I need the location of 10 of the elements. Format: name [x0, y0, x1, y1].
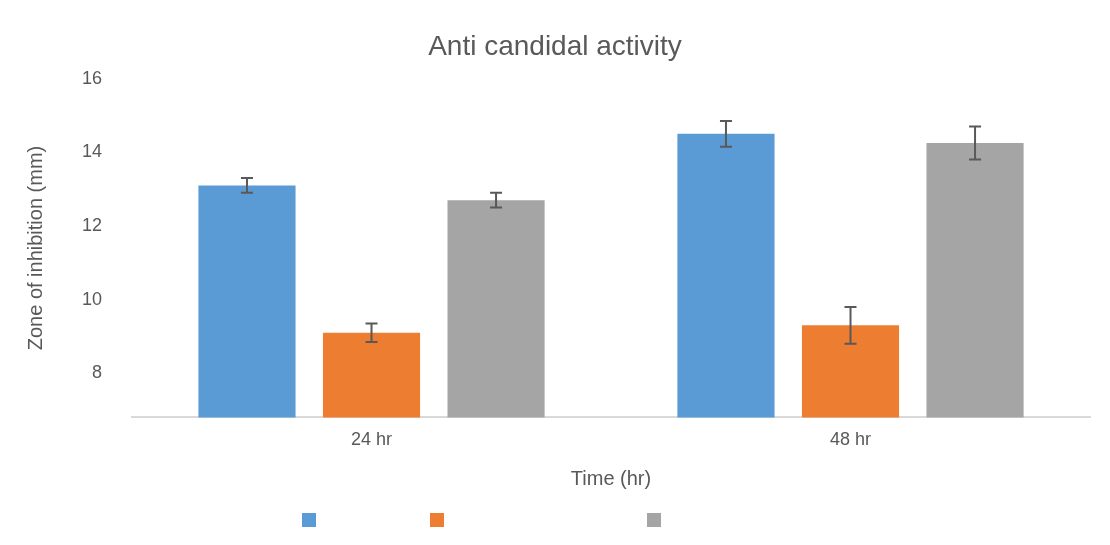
- chart-title: Anti candidal activity: [428, 29, 682, 61]
- y-axis-title: Zone of inhibition (mm): [23, 145, 46, 351]
- y-tick-label: 16: [81, 67, 103, 88]
- y-tick-label: 14: [81, 141, 103, 162]
- y-tick-label: 12: [81, 214, 103, 235]
- x-axis-title: Time (hr): [570, 466, 652, 489]
- y-tick-label: 8: [92, 362, 103, 383]
- y-tick-label: 10: [81, 288, 103, 309]
- x-tick-label: 24 hr: [351, 429, 393, 450]
- x-tick-label: 48 hr: [829, 429, 872, 450]
